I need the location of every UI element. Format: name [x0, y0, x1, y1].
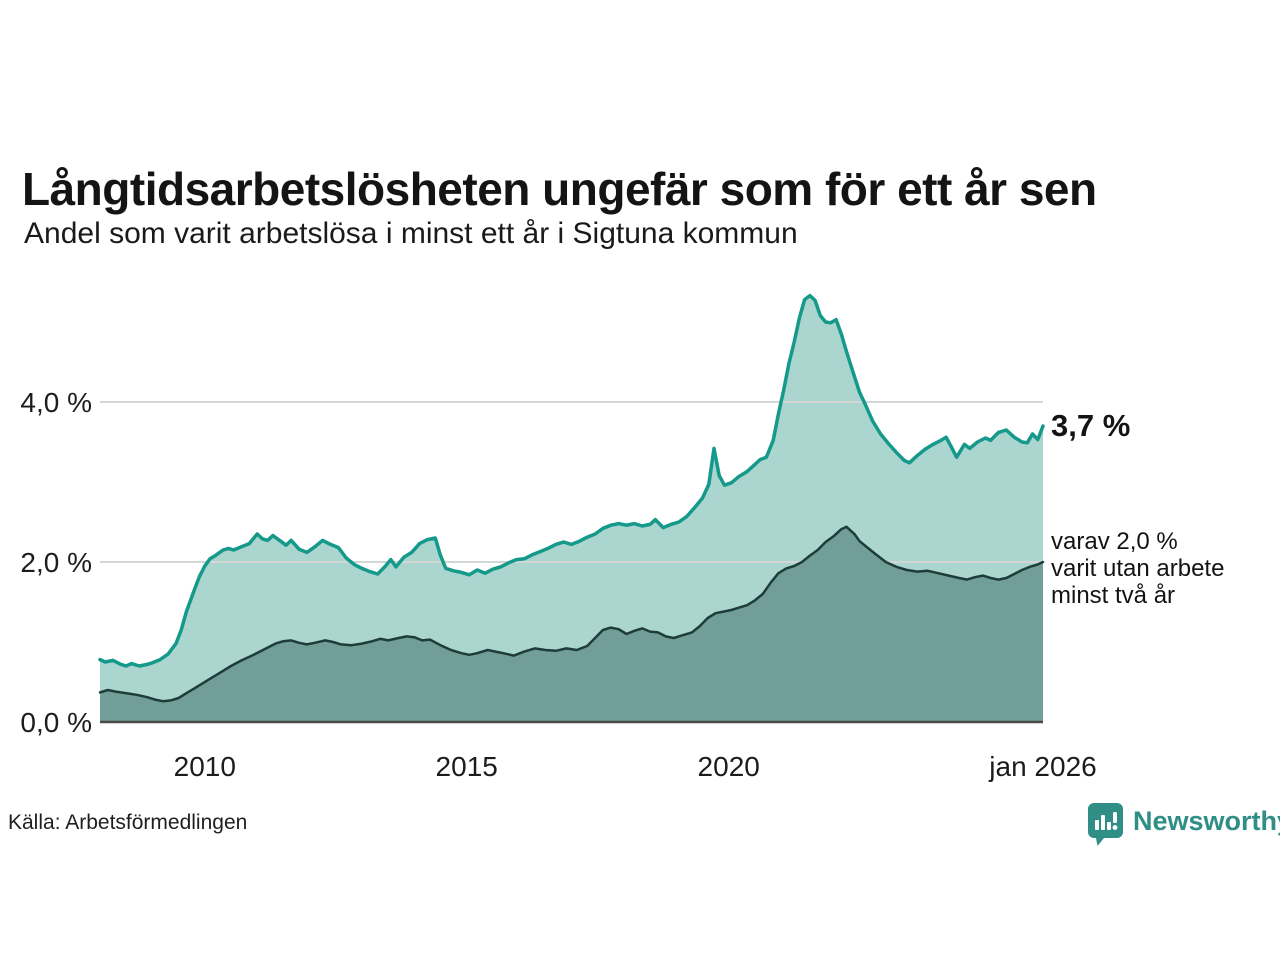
- source-caption: Källa: Arbetsförmedlingen: [8, 811, 248, 834]
- x-tick-label-2015: 2015: [436, 751, 498, 782]
- area-unemployed-2yr: [100, 526, 1043, 722]
- y-tick-label-2: 2,0 %: [20, 547, 92, 578]
- line-unemployed-1yr: [98, 293, 1045, 668]
- x-tick-label-2020: 2020: [698, 751, 760, 782]
- x-tick-label-2026: jan 2026: [988, 751, 1096, 782]
- unemployment-area-chart: 0,0 % 2,0 % 4,0 % 2010 2015 2020 jan 2026: [20, 293, 1097, 782]
- chart-subtitle: Andel som varit arbetslösa i minst ett å…: [24, 217, 798, 250]
- newsworthy-logo-text: Newsworthy: [1133, 806, 1280, 836]
- chart-area: 0,0 % 2,0 % 4,0 % 2010 2015 2020 jan 2026: [0, 260, 1280, 800]
- newsworthy-logo-icon: [1088, 803, 1123, 846]
- x-tick-label-2010: 2010: [174, 751, 236, 782]
- y-tick-label-4: 4,0 %: [20, 387, 92, 418]
- newsworthy-logo: Newsworthy: [1087, 802, 1280, 847]
- two-year-share-label: varav 2,0 % varit utan arbete minst två …: [1051, 528, 1225, 609]
- y-tick-label-0: 0,0 %: [20, 707, 92, 738]
- page-title: Långtidsarbetslösheten ungefär som för e…: [22, 162, 1097, 215]
- line-unemployed-2yr: [98, 525, 1045, 703]
- latest-value-label: 3,7 %: [1051, 408, 1131, 443]
